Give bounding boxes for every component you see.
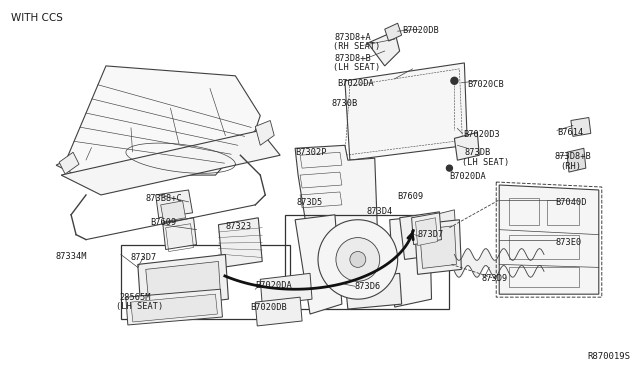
Text: B7020DA: B7020DA [255,281,292,290]
Polygon shape [131,294,218,322]
Polygon shape [255,121,274,145]
Text: (LH SEAT): (LH SEAT) [333,63,380,72]
Polygon shape [567,148,586,172]
Polygon shape [499,185,599,294]
Text: 873DB: 873DB [465,148,491,157]
Text: 873D9: 873D9 [481,274,508,283]
Text: 87323: 87323 [225,222,252,231]
Polygon shape [415,220,461,274]
Text: 873D8+B: 873D8+B [335,54,372,63]
Text: 28565M: 28565M [119,293,150,302]
Polygon shape [56,66,260,175]
Text: 873D4: 873D4 [367,207,393,216]
Text: 8730B: 8730B [332,99,358,108]
Polygon shape [390,216,431,307]
Text: 873D8+B: 873D8+B [555,152,592,161]
Polygon shape [218,218,262,267]
Text: 873D8+A: 873D8+A [335,33,372,42]
Polygon shape [255,297,302,326]
Polygon shape [454,132,479,160]
Text: 873E0: 873E0 [556,238,582,247]
Polygon shape [420,226,456,268]
Text: (LH SEAT): (LH SEAT) [462,158,509,167]
Text: B7020CB: B7020CB [467,80,504,89]
Text: (RH SEAT): (RH SEAT) [333,42,380,51]
Text: 873D7: 873D7 [131,253,157,263]
Text: B7609: B7609 [397,192,424,201]
Text: B7020DB: B7020DB [250,303,287,312]
Text: WITH CCS: WITH CCS [12,13,63,23]
Polygon shape [412,213,442,244]
Circle shape [350,251,366,267]
Circle shape [447,165,452,171]
Polygon shape [435,210,456,250]
Text: 873B8+C: 873B8+C [146,194,182,203]
Text: B7302P: B7302P [295,148,326,157]
Text: (LH SEAT): (LH SEAT) [116,302,163,311]
Text: B7040D: B7040D [555,198,586,207]
Text: R870019S: R870019S [588,352,630,361]
Polygon shape [368,31,399,66]
Circle shape [336,238,380,281]
Text: B7020DA: B7020DA [449,172,486,181]
Text: 87334M: 87334M [55,253,86,262]
Polygon shape [138,254,228,309]
Polygon shape [156,190,193,218]
Polygon shape [126,289,223,325]
Polygon shape [61,131,280,195]
Text: B7020D3: B7020D3 [463,131,500,140]
Text: B7020DB: B7020DB [403,26,440,35]
Polygon shape [295,215,342,314]
Polygon shape [345,273,402,309]
Polygon shape [146,262,220,302]
Polygon shape [161,201,186,222]
Polygon shape [59,152,79,174]
Circle shape [318,220,397,299]
Text: B7614: B7614 [557,128,583,137]
Polygon shape [399,212,442,259]
Text: (RH): (RH) [560,162,581,171]
Polygon shape [345,63,467,160]
Text: 873D7: 873D7 [417,230,444,239]
Polygon shape [163,218,196,250]
Polygon shape [415,218,438,246]
Text: 873D6: 873D6 [355,282,381,291]
Text: 873D5: 873D5 [296,198,323,207]
Text: B7609: B7609 [151,218,177,227]
Circle shape [451,77,458,84]
Polygon shape [571,118,591,137]
Polygon shape [385,23,402,41]
Text: B7020DA: B7020DA [337,79,374,88]
Polygon shape [260,273,312,305]
Polygon shape [295,145,378,250]
